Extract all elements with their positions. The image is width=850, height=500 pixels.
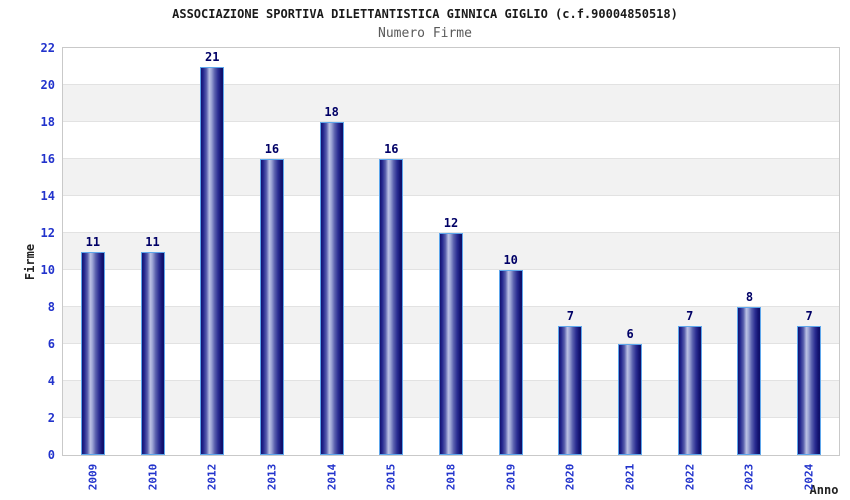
- bar-value-label: 8: [745, 290, 754, 304]
- bar: [737, 307, 762, 455]
- bar: [439, 233, 463, 455]
- y-tick-label: 2: [47, 411, 55, 425]
- x-tick-label: 2023: [742, 463, 756, 491]
- bar-value-label: 18: [324, 105, 339, 119]
- bar-value-label: 11: [145, 234, 160, 249]
- plot-band: [63, 196, 839, 233]
- y-tick-label: 18: [40, 115, 55, 129]
- plot-band: [63, 122, 839, 159]
- x-tick-label: 2022: [683, 463, 697, 491]
- bar-value-label: 7: [566, 308, 574, 323]
- bar-value-label: 11: [85, 234, 101, 249]
- bar: [618, 344, 643, 455]
- y-tick-label: 6: [47, 337, 55, 351]
- bar: [498, 270, 523, 455]
- bar-value-label: 12: [443, 216, 459, 230]
- bar-value-label: 7: [686, 308, 694, 323]
- gridline: [63, 121, 839, 122]
- bar: [140, 251, 165, 455]
- x-tick-label: 2015: [384, 463, 398, 491]
- bar: [200, 66, 225, 455]
- y-tick-label: 8: [47, 300, 55, 314]
- bar: [259, 159, 284, 455]
- y-tick-label: 16: [40, 152, 55, 166]
- y-tick-label: 22: [40, 41, 55, 55]
- chart-title: ASSOCIAZIONE SPORTIVA DILETTANTISTICA GI…: [172, 7, 678, 21]
- y-tick-label: 14: [40, 189, 55, 203]
- gridline: [63, 232, 839, 233]
- bar-value-label: 16: [384, 142, 399, 156]
- plot-band: [63, 48, 839, 85]
- y-tick-label: 4: [47, 374, 55, 388]
- x-tick-label: 2021: [623, 463, 637, 491]
- bar-value-label: 10: [503, 253, 518, 267]
- gridline: [63, 195, 839, 196]
- plot-area: 11 11 21 16 18 16 12 10 7 6 7 8 7: [62, 47, 840, 456]
- bar-value-label: 21: [204, 49, 220, 64]
- bar: [558, 325, 583, 455]
- y-tick-label: 0: [47, 448, 55, 462]
- x-tick-label: 2020: [563, 463, 577, 491]
- y-tick-label: 10: [40, 263, 55, 277]
- x-tick-label: 2012: [205, 463, 219, 491]
- bar: [379, 159, 404, 455]
- plot-band: [63, 159, 839, 196]
- x-tick-label: 2010: [146, 463, 160, 491]
- gridline: [63, 158, 839, 159]
- x-axis-label: Anno: [809, 483, 839, 497]
- plot-band: [63, 85, 839, 122]
- y-tick-label: 20: [40, 78, 55, 92]
- bar-value-label: 16: [264, 142, 280, 156]
- x-tick-label: 2009: [86, 463, 100, 491]
- bar: [80, 251, 105, 455]
- y-tick-label: 12: [40, 226, 55, 240]
- bar: [319, 122, 344, 455]
- gridline: [63, 84, 839, 85]
- bar: [797, 325, 822, 455]
- bar-value-label: 7: [805, 308, 813, 323]
- chart-subtitle: Numero Firme: [378, 26, 472, 41]
- x-tick-label: 2018: [444, 463, 458, 491]
- x-tick-label: 2019: [504, 463, 518, 491]
- bar-value-label: 6: [626, 327, 634, 341]
- bar: [677, 325, 702, 455]
- x-tick-label: 2024: [802, 463, 816, 491]
- x-tick-label: 2014: [325, 463, 339, 491]
- x-tick-label: 2013: [265, 463, 279, 491]
